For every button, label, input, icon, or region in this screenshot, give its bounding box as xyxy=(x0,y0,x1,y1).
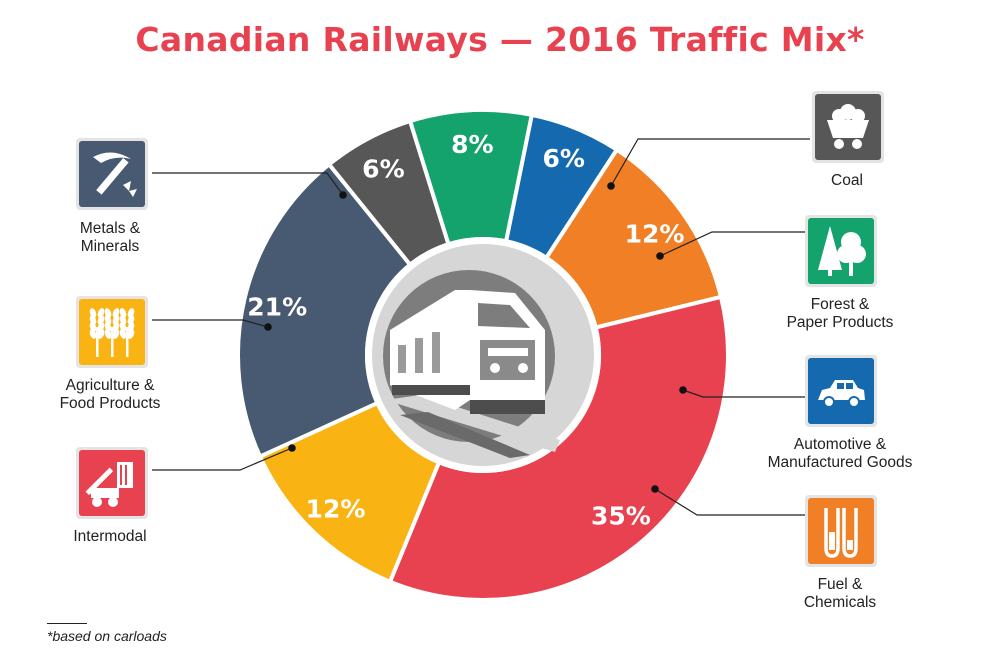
category-label-fuel-chemicals: Fuel & Chemicals xyxy=(803,576,877,611)
category-label-forest-paper-products: Forest & Paper Products xyxy=(786,296,894,331)
slice-value-forest-paper-products: 8% xyxy=(451,130,493,159)
leader-dot-metals-minerals xyxy=(339,191,347,199)
leader-dot-forest-paper-products xyxy=(656,252,664,260)
leader-line-automotive-manufactured-goods xyxy=(682,389,806,398)
category-label-metals-minerals: Metals & Minerals xyxy=(79,220,141,255)
car-icon xyxy=(805,355,877,427)
slice-value-automotive-manufactured-goods: 6% xyxy=(543,144,585,173)
leader-line-intermodal xyxy=(152,447,293,471)
footnote-rule xyxy=(47,623,87,624)
category-label-intermodal: Intermodal xyxy=(73,528,147,545)
test-tubes-icon xyxy=(805,495,877,567)
category-label-coal: Coal xyxy=(831,172,863,189)
leader-line-agriculture-food-products xyxy=(152,319,269,328)
slice-value-fuel-chemicals: 12% xyxy=(625,220,685,249)
footnote: *based on carloads xyxy=(47,628,167,644)
category-label-automotive-manufactured-goods: Automotive & Manufactured Goods xyxy=(767,436,913,471)
leader-line-fuel-chemicals xyxy=(654,488,806,516)
slice-value-intermodal: 35% xyxy=(591,501,651,530)
leader-line-metals-minerals xyxy=(152,172,344,196)
trees-icon xyxy=(805,215,877,287)
leader-line-forest-paper-products xyxy=(659,231,806,257)
pickaxe-icon xyxy=(76,138,148,210)
leader-dot-fuel-chemicals xyxy=(651,485,659,493)
leader-dot-coal xyxy=(607,182,615,190)
leader-dot-automotive-manufactured-goods xyxy=(679,386,687,394)
leader-dot-agriculture-food-products xyxy=(264,323,272,331)
category-label-agriculture-food-products: Agriculture & Food Products xyxy=(59,377,161,412)
leader-line-coal xyxy=(610,138,810,187)
slice-value-coal: 6% xyxy=(362,154,404,183)
leader-dot-intermodal xyxy=(288,444,296,452)
coal-cart-icon xyxy=(812,91,884,163)
wheat-icon xyxy=(76,296,148,368)
slice-value-metals-minerals: 21% xyxy=(247,292,307,321)
chart-title: Canadian Railways — 2016 Traffic Mix* xyxy=(135,20,865,59)
locomotive-icon xyxy=(365,237,601,473)
reach-stacker-icon xyxy=(76,447,148,519)
slice-value-agriculture-food-products: 12% xyxy=(306,494,366,523)
